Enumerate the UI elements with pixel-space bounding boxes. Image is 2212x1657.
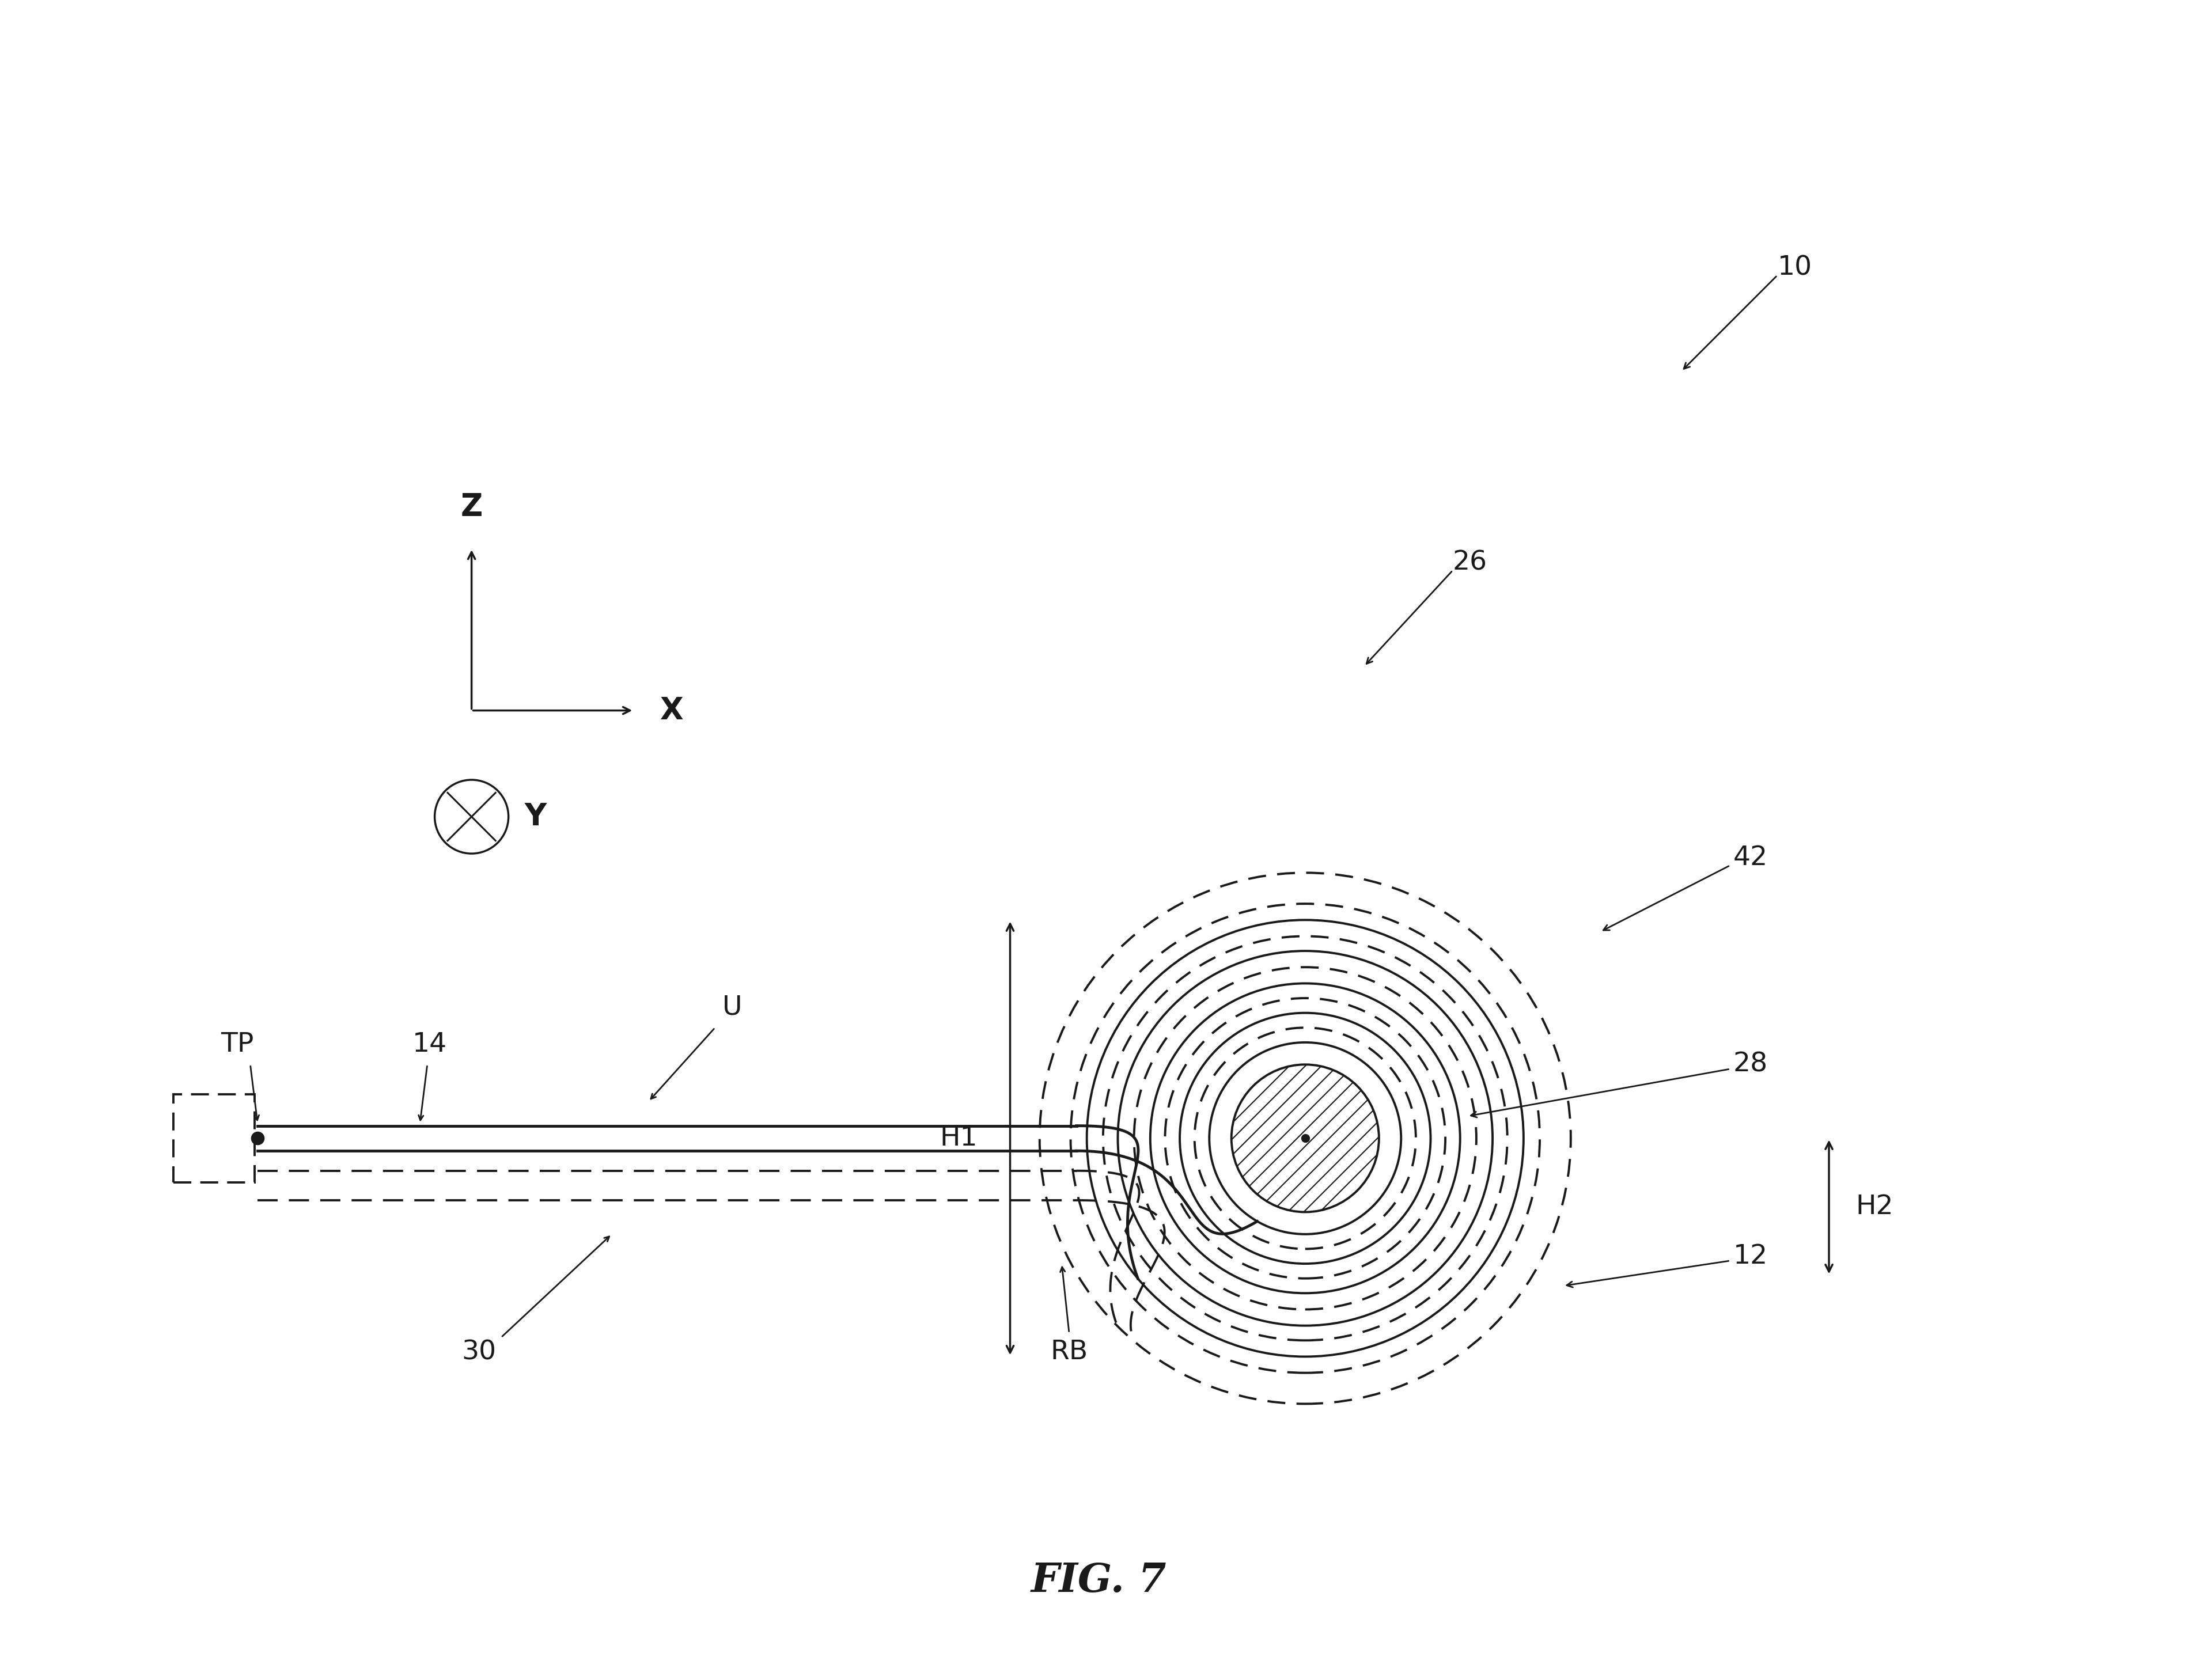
Text: 42: 42 [1732,845,1767,872]
Text: 14: 14 [414,1031,447,1057]
Text: H1: H1 [940,1125,978,1152]
Text: RB: RB [1051,1339,1088,1365]
Text: 10: 10 [1776,255,1812,282]
Text: H2: H2 [1856,1195,1893,1220]
Text: 26: 26 [1453,550,1486,577]
Text: 28: 28 [1732,1052,1767,1077]
Text: TP: TP [221,1031,254,1057]
Circle shape [1232,1064,1378,1211]
Text: FIG. 7: FIG. 7 [1031,1561,1166,1601]
Bar [173,1094,254,1183]
Text: 12: 12 [1732,1243,1767,1269]
Text: 30: 30 [462,1339,495,1365]
Circle shape [436,780,509,853]
Text: Y: Y [524,802,546,832]
Text: Z: Z [460,492,482,522]
Text: X: X [661,696,684,726]
Text: U: U [723,994,743,1021]
